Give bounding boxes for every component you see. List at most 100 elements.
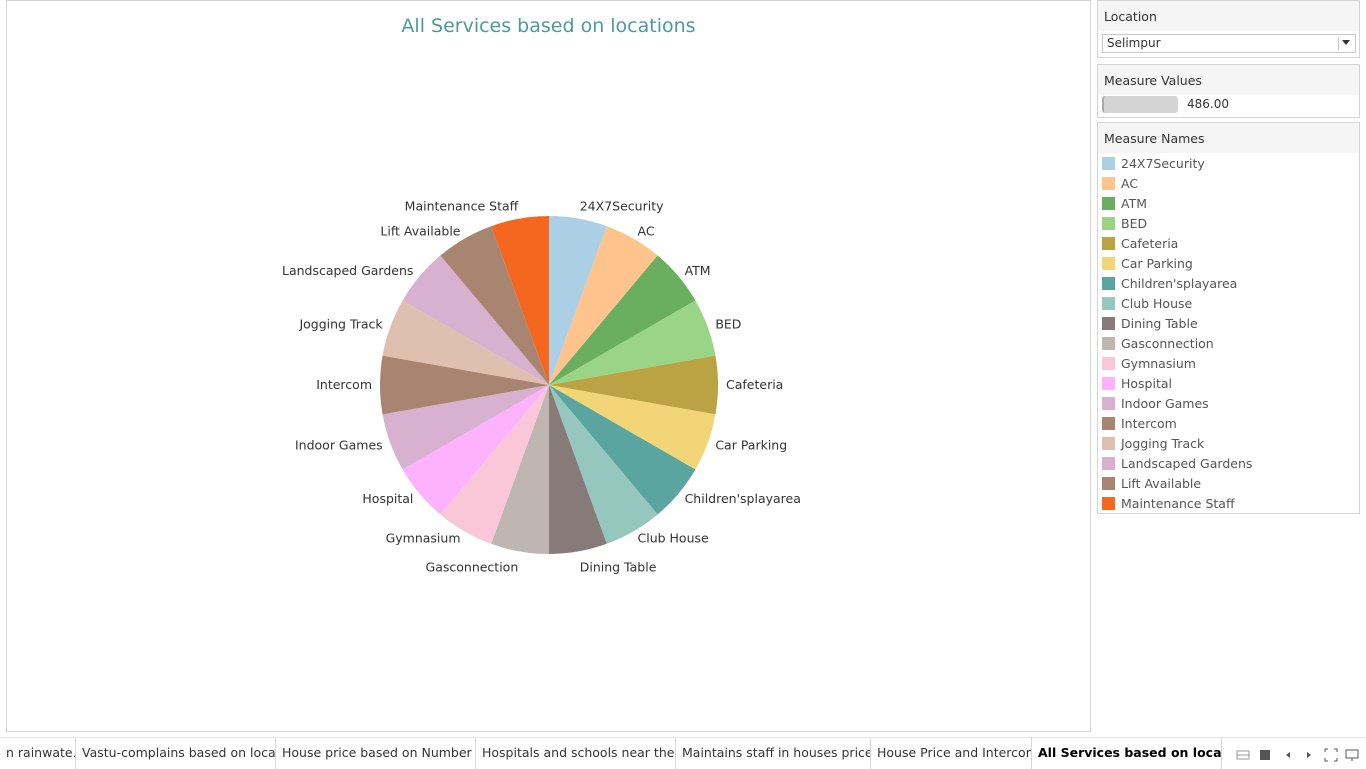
pie-chart[interactable]: 24X7Security AC ATM BED Cafeteria Car Parking… [7,1,1090,731]
pie-slice[interactable] [549,216,607,385]
location-dropdown-value: Selimpur [1107,36,1161,50]
pie-slice[interactable] [549,255,696,385]
legend-item[interactable]: Children'splayarea [1102,273,1355,293]
pie-slice-label: Gymnasium [386,530,461,545]
pie-slice-label: Gasconnection [426,559,519,574]
pie-slice-label: Intercom [316,377,372,392]
legend-item[interactable]: Cafeteria [1102,233,1355,253]
legend-item[interactable]: Gymnasium [1102,353,1355,373]
legend-item[interactable]: Landscaped Gardens [1102,453,1355,473]
legend-label: 24X7Security [1121,155,1205,171]
sheet-tab[interactable]: House price based on Number o... [276,738,476,769]
fullscreen-icon[interactable] [1324,747,1338,762]
legend-item[interactable]: AC [1102,173,1355,193]
pie-slice[interactable] [491,216,549,385]
dropdown-divider [1338,37,1339,50]
sheet-tab[interactable]: Maintains staff in houses prices [676,738,871,769]
legend-label: Car Parking [1121,255,1193,271]
legend-label: Gymnasium [1121,355,1196,371]
measure-values-slider[interactable] [1102,96,1179,113]
legend-list: 24X7Security AC ATM BED Cafeteria Car Parking… [1098,153,1359,513]
pie-slice[interactable] [549,385,716,470]
legend-item[interactable]: Indoor Games [1102,393,1355,413]
legend-swatch [1102,376,1115,390]
legend-swatch [1102,476,1115,490]
legend-item[interactable]: Club House [1102,293,1355,313]
location-filter-title: Location [1098,1,1359,31]
legend-swatch [1102,256,1115,270]
legend-label: Dining Table [1121,315,1198,331]
pie-slice[interactable] [491,385,549,554]
sheet-tab[interactable]: Vastu-complains based on locati... [76,738,276,769]
sheet-tab[interactable]: All Services based on locations [1032,738,1222,769]
pie-slice[interactable] [382,300,549,386]
pie-slice[interactable] [549,355,718,415]
next-icon[interactable] [1302,747,1316,761]
legend-item[interactable]: Jogging Track [1102,433,1355,453]
pie-slice[interactable] [549,226,658,385]
legend-label: Intercom [1121,415,1177,431]
legend-swatch [1102,416,1115,430]
grid-view-icon[interactable] [1236,747,1250,761]
legend-item[interactable]: Hospital [1102,373,1355,393]
sheet-tab[interactable]: n rainwate... [0,738,76,769]
pie-slice[interactable] [549,385,696,515]
legend-swatch [1102,336,1115,350]
legend-label: Indoor Games [1121,395,1209,411]
legend-item[interactable]: Lift Available [1102,473,1355,493]
legend-swatch [1102,456,1115,470]
pie-slice-label: Maintenance Staff [405,199,519,214]
pie-slice[interactable] [402,255,549,385]
legend-label: Maintenance Staff [1121,495,1235,511]
legend-item[interactable]: Gasconnection [1102,333,1355,353]
legend-swatch [1102,296,1115,310]
legend-item[interactable]: Car Parking [1102,253,1355,273]
pie-slice[interactable] [402,385,549,515]
sheet-tab[interactable]: Hospitals and schools near the ... [476,738,676,769]
pie-slice-label: Cafeteria [726,377,783,392]
pie-slice[interactable] [549,385,658,544]
pie-chart-view: All Services based on locations 24X7Secu… [6,0,1091,732]
location-dropdown[interactable]: Selimpur [1102,34,1356,53]
previous-icon[interactable] [1281,747,1295,761]
legend-item[interactable]: 24X7Security [1102,153,1355,173]
legend-label: Hospital [1121,375,1173,391]
legend-label: Gasconnection [1121,335,1214,351]
legend-swatch [1102,176,1115,190]
pie-slice[interactable] [549,385,607,554]
pie-slice-label: Landscaped Gardens [282,263,413,278]
legend-item[interactable]: BED [1102,213,1355,233]
legend-item[interactable]: Dining Table [1102,313,1355,333]
measure-names-title: Measure Names [1098,123,1359,153]
pie-slice[interactable] [382,385,549,470]
single-view-icon[interactable] [1258,747,1272,761]
legend-label: Jogging Track [1121,435,1205,451]
measure-values-panel: Measure Values 486.00 [1097,64,1360,118]
pie-slice[interactable] [549,300,716,386]
legend-swatch [1102,216,1115,230]
legend-label: Club House [1121,295,1193,311]
pie-slice-label: Car Parking [715,438,787,453]
pie-slice[interactable] [440,385,549,544]
legend-item[interactable]: Maintenance Staff [1102,493,1355,513]
pie-slice-label: Jogging Track [298,316,383,331]
legend-label: Children'splayarea [1121,275,1238,291]
sheet-tab-bar: n rainwate...Vastu-complains based on lo… [0,737,1366,769]
measure-values-value: 486.00 [1187,97,1229,111]
pie-slice[interactable] [380,355,549,415]
chevron-down-icon[interactable] [1342,40,1350,45]
legend-item[interactable]: ATM [1102,193,1355,213]
pie-slice[interactable] [440,226,549,385]
chart-title: All Services based on locations [401,15,696,37]
legend-item[interactable]: Intercom [1102,413,1355,433]
legend-swatch [1102,356,1115,370]
pie-slice-label: Children'splayarea [685,491,801,506]
pie-slice-label: AC [638,224,655,239]
presentation-icon[interactable] [1345,747,1359,761]
pie-slice-label: 24X7Security [580,199,664,214]
pie-slice-label: BED [715,316,741,331]
location-filter-panel: Location Selimpur [1097,0,1360,58]
legend-swatch [1102,316,1115,330]
pie-slice-label: ATM [685,263,711,278]
sheet-tab[interactable]: House Price and Intercom [871,738,1032,769]
